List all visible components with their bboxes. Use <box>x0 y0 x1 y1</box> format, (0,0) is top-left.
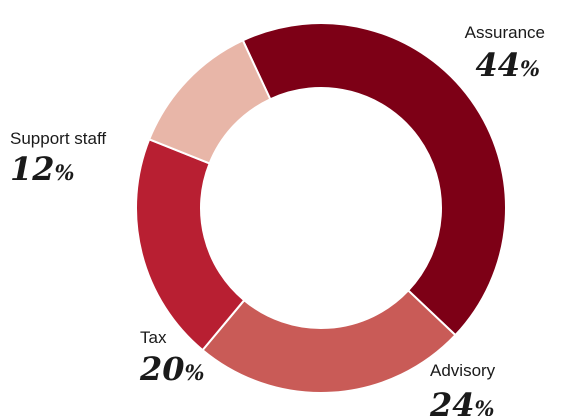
donut-slice-advisory <box>201 289 457 394</box>
donut-slice-tax <box>135 137 246 352</box>
slice-label-assurance: Assurance <box>465 23 545 42</box>
slice-value-tax: 20% <box>139 350 205 388</box>
slice-value-advisory: 24% <box>429 386 495 416</box>
slice-label-support-staff: Support staff <box>10 129 106 148</box>
donut-slice-support-staff <box>147 39 272 165</box>
donut-slices <box>135 22 507 394</box>
slice-labels: Assurance 44% Advisory 24% Tax 20% Support sta… <box>10 23 545 416</box>
slice-label-advisory: Advisory <box>430 361 496 380</box>
slice-value-support-staff: 12% <box>10 150 75 188</box>
donut-slice-assurance <box>241 22 507 337</box>
slice-value-assurance: 44% <box>476 46 541 84</box>
slice-label-tax: Tax <box>140 328 167 347</box>
